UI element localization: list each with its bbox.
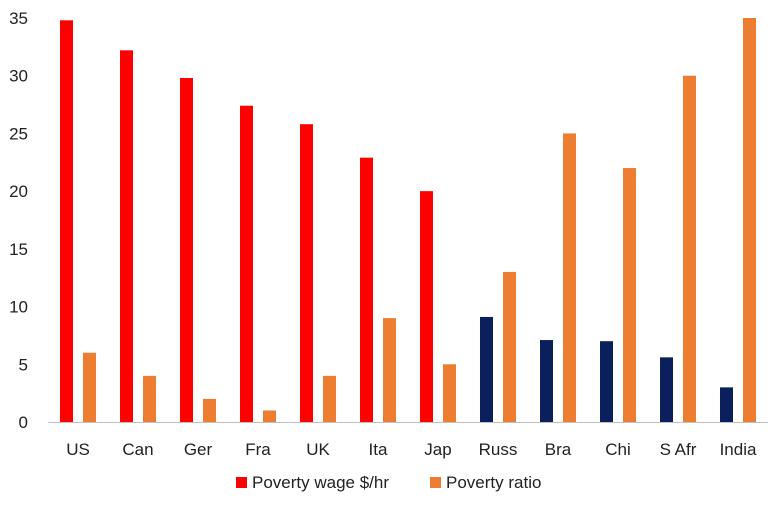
- bar-poverty-wage: [420, 191, 433, 422]
- x-tick-label: S Afr: [660, 440, 697, 459]
- legend-swatch-poverty-wage: [236, 477, 247, 488]
- bar-poverty-wage: [600, 341, 613, 422]
- bar-poverty-wage: [240, 105, 253, 423]
- bar-poverty-ratio: [323, 375, 336, 422]
- bars: [60, 18, 756, 423]
- y-tick-label: 25: [9, 124, 28, 143]
- x-tick-label: Ger: [184, 440, 213, 459]
- bar-poverty-wage: [540, 340, 553, 422]
- x-tick-label: Jap: [424, 440, 451, 459]
- y-tick-label: 5: [19, 355, 28, 374]
- legend-swatch-poverty-ratio: [430, 477, 441, 488]
- bar-poverty-ratio: [623, 168, 636, 422]
- x-tick-label: Chi: [605, 440, 631, 459]
- y-tick-label: 30: [9, 67, 28, 86]
- bar-poverty-ratio: [563, 133, 576, 422]
- x-tick-label: Bra: [545, 440, 572, 459]
- bar-poverty-ratio: [263, 410, 276, 422]
- bar-poverty-wage: [180, 78, 193, 422]
- bar-poverty-ratio: [143, 375, 156, 422]
- bar-poverty-ratio: [743, 18, 756, 422]
- bar-poverty-ratio: [503, 271, 516, 422]
- x-tick-label: India: [720, 440, 757, 459]
- bar-poverty-ratio: [203, 398, 216, 422]
- bar-poverty-wage: [480, 316, 493, 422]
- bar-poverty-wage: [120, 50, 133, 422]
- bar-poverty-ratio: [83, 352, 96, 422]
- x-tick-label: Fra: [245, 440, 271, 459]
- x-tick-label: Ita: [369, 440, 388, 459]
- y-tick-label: 10: [9, 298, 28, 317]
- legend-label-poverty-wage: Poverty wage $/hr: [252, 473, 389, 492]
- bar-poverty-ratio: [683, 75, 696, 422]
- x-axis-category-labels: US Can Ger Fra UK Ita Jap Russ Bra Chi S Afr India: [66, 440, 757, 459]
- y-tick-label: 0: [19, 413, 28, 432]
- x-tick-label: US: [66, 440, 90, 459]
- y-tick-label: 15: [9, 240, 28, 259]
- legend: Poverty wage $/hr Poverty ratio: [236, 473, 541, 492]
- bar-poverty-wage: [360, 157, 373, 422]
- bar-poverty-wage: [60, 20, 73, 423]
- bar-poverty-ratio: [443, 364, 456, 422]
- bar-poverty-wage: [660, 357, 673, 422]
- bar-poverty-ratio: [383, 318, 396, 422]
- y-tick-label: 35: [9, 9, 28, 28]
- x-tick-label: Russ: [479, 440, 518, 459]
- bar-poverty-wage: [300, 124, 313, 423]
- bar-poverty-wage: [720, 387, 733, 422]
- y-axis-ticks: 0 5 10 15 20 25 30 35: [9, 9, 28, 432]
- legend-label-poverty-ratio: Poverty ratio: [446, 473, 541, 492]
- x-tick-label: Can: [122, 440, 153, 459]
- x-tick-label: UK: [306, 440, 330, 459]
- y-tick-label: 20: [9, 182, 28, 201]
